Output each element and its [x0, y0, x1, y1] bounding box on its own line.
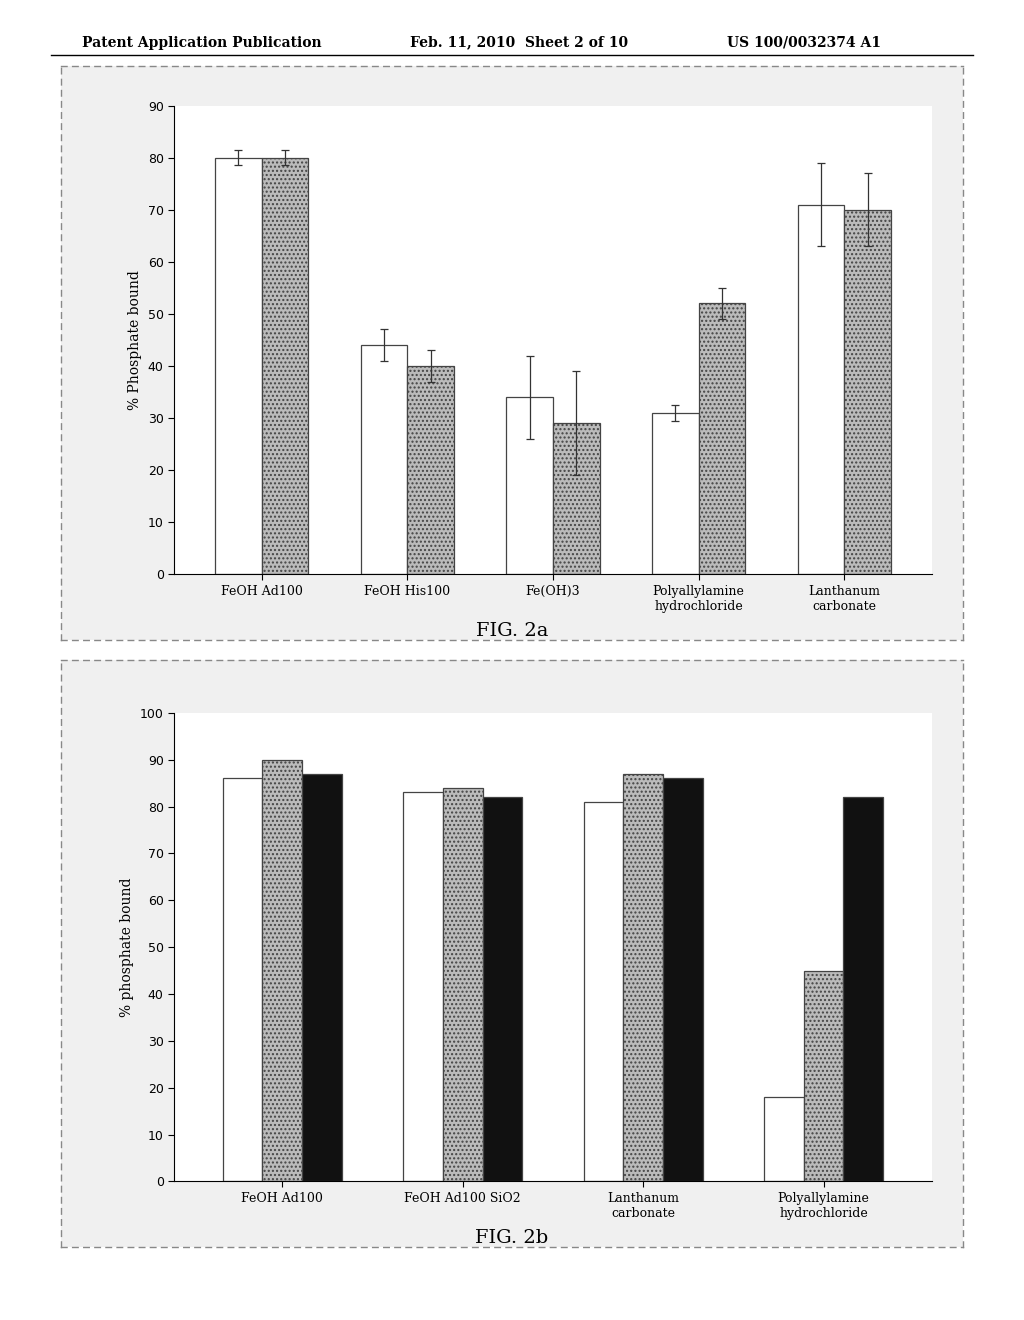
Text: US 100/0032374 A1: US 100/0032374 A1 [727, 36, 881, 50]
Bar [652, 413, 698, 574]
Bar [482, 797, 522, 1181]
Bar [663, 779, 702, 1181]
Bar [624, 774, 663, 1181]
Text: Patent Application Publication: Patent Application Publication [82, 36, 322, 50]
Bar [443, 788, 482, 1181]
Bar [215, 157, 261, 574]
Bar [403, 792, 443, 1181]
Bar [262, 760, 302, 1181]
Bar [764, 1097, 804, 1181]
Bar [845, 210, 891, 574]
Bar [584, 801, 624, 1181]
Text: Feb. 11, 2010  Sheet 2 of 10: Feb. 11, 2010 Sheet 2 of 10 [410, 36, 628, 50]
Bar [360, 345, 408, 574]
Bar [302, 774, 342, 1181]
Bar [844, 797, 883, 1181]
Bar [506, 397, 553, 574]
Bar [698, 304, 745, 574]
Text: FIG. 2a: FIG. 2a [476, 622, 548, 640]
Bar [223, 779, 262, 1181]
Text: FIG. 2b: FIG. 2b [475, 1229, 549, 1247]
Bar [553, 424, 600, 574]
Y-axis label: % phosphate bound: % phosphate bound [120, 878, 134, 1016]
Bar [408, 366, 454, 574]
Bar [261, 157, 308, 574]
Bar [798, 205, 845, 574]
Y-axis label: % Phosphate bound: % Phosphate bound [128, 271, 142, 409]
Bar [804, 970, 844, 1181]
